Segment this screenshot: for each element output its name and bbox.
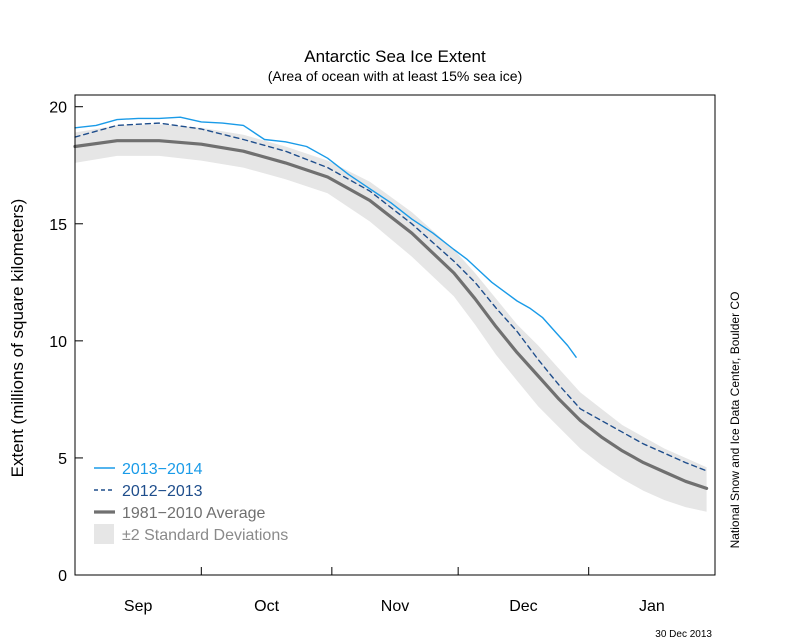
y-tick-label: 5 — [58, 451, 67, 468]
x-axis: Sep Oct Nov Dec Jan — [124, 567, 665, 615]
chart-subtitle: (Area of ocean with at least 15% sea ice… — [268, 68, 522, 84]
y-tick-label: 10 — [49, 334, 67, 351]
legend-2012-2013: 2012−2013 — [94, 483, 203, 500]
legend-std-dev: ±2 Standard Deviations — [94, 524, 288, 544]
chart-title: Antarctic Sea Ice Extent — [304, 47, 486, 66]
y-tick-label: 0 — [58, 568, 67, 585]
legend-label: 2012−2013 — [122, 483, 203, 500]
legend-label: 2013−2014 — [122, 461, 203, 478]
legend-label: ±2 Standard Deviations — [122, 527, 288, 544]
series-average-line — [73, 139, 709, 490]
y-axis: 0 5 10 15 20 — [49, 100, 83, 585]
legend-swatch — [94, 524, 114, 544]
y-tick-label: 15 — [49, 217, 67, 234]
date-stamp: 30 Dec 2013 — [655, 629, 712, 640]
credit-text: National Snow and Ice Data Center, Bould… — [728, 292, 742, 549]
legend-average: 1981−2010 Average — [94, 505, 266, 522]
legend-2013-2014: 2013−2014 — [94, 461, 203, 478]
series-2013-2014-line — [74, 116, 577, 358]
x-tick-label: Nov — [381, 598, 409, 615]
x-tick-label: Sep — [124, 598, 153, 615]
y-tick-label: 20 — [49, 100, 67, 117]
x-tick-label: Oct — [254, 598, 279, 615]
x-tick-label: Jan — [639, 598, 665, 615]
series-layer — [73, 116, 709, 490]
legend: 2013−2014 2012−2013 1981−2010 Average ±2 St… — [94, 461, 288, 544]
plot-frame — [74, 94, 716, 576]
std-dev-band — [75, 124, 707, 512]
legend-label: 1981−2010 Average — [122, 505, 266, 522]
x-tick-label: Dec — [509, 598, 537, 615]
y-axis-label: Extent (millions of square kilometers) — [8, 199, 27, 478]
std-dev-band-layer — [75, 124, 707, 512]
